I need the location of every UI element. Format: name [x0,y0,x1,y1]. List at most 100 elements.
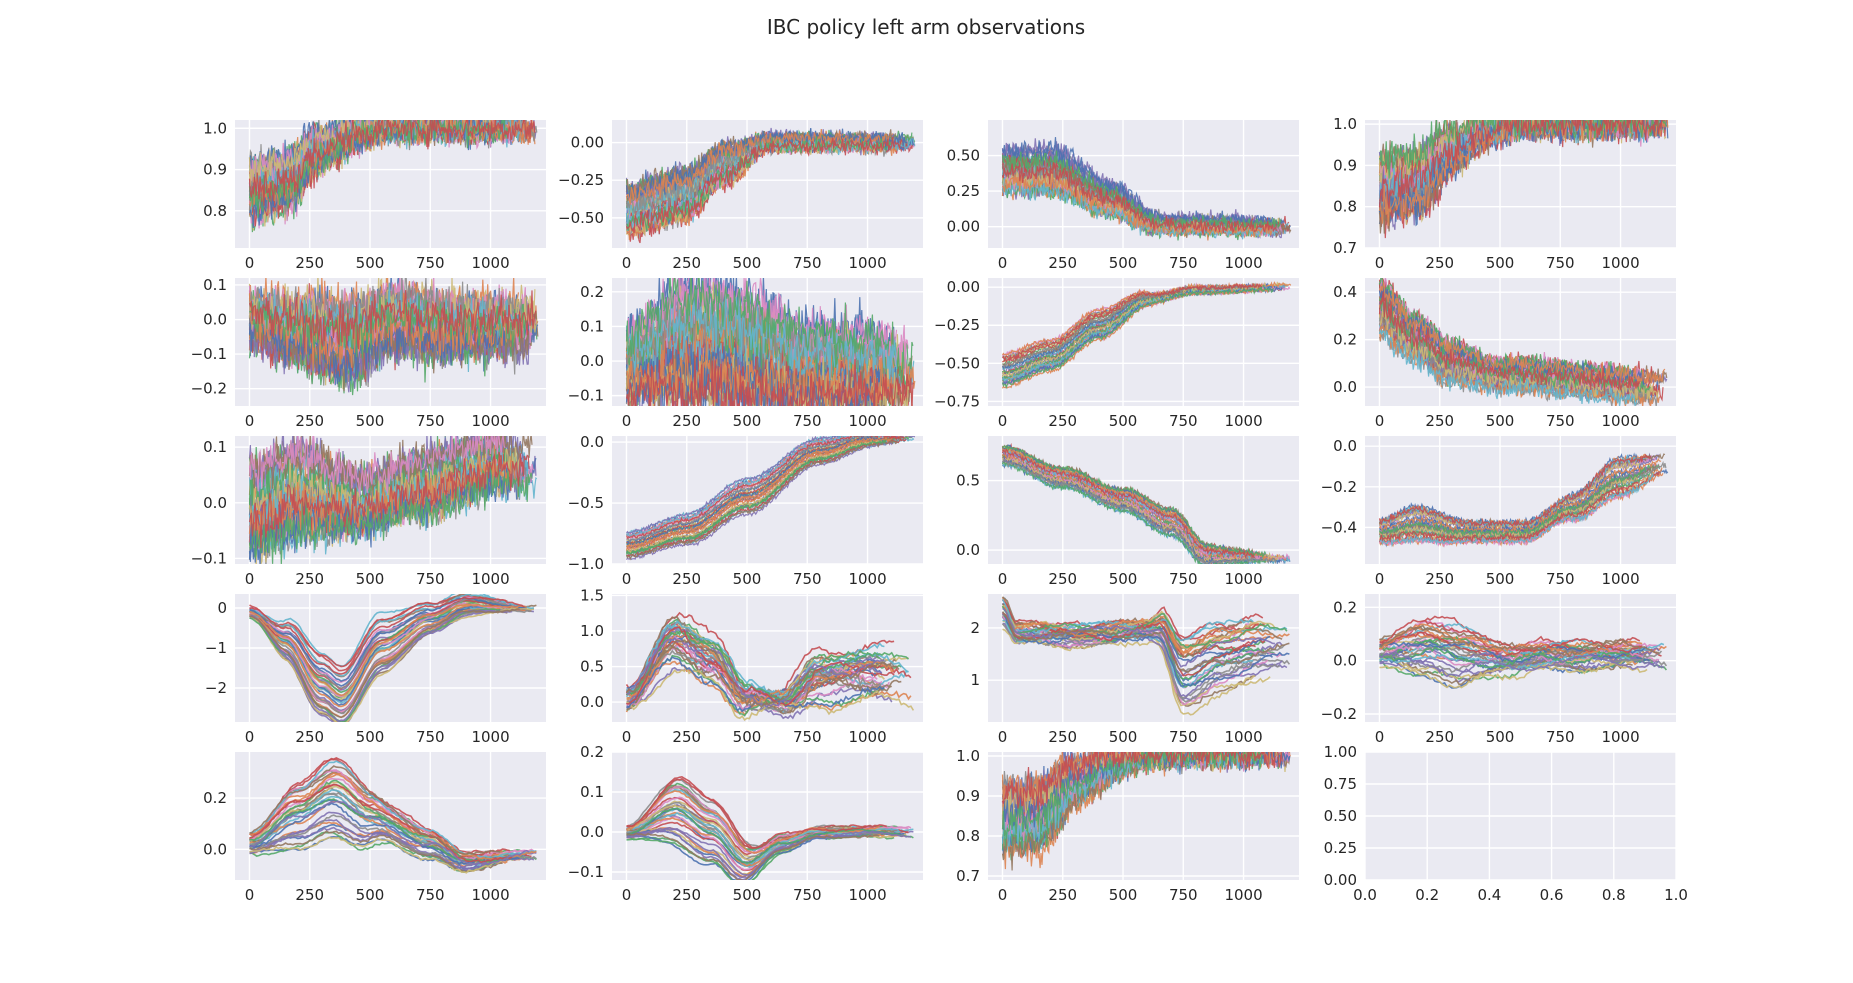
series-line [1001,598,1254,642]
y-tick-label: −0.1 [568,863,604,881]
y-tick-label: 0.8 [956,827,980,845]
x-tick-label: 1000 [1224,570,1262,588]
y-tick-label: 0.0 [203,840,227,858]
y-tick-label: −2 [205,679,227,697]
series-line [626,636,885,709]
y-tick-label: 0.1 [203,276,227,294]
x-tick-label: 1000 [1601,412,1639,430]
series-lines [625,127,916,244]
series-line [248,436,506,499]
x-tick-label: 1000 [848,254,886,272]
x-tick-label: 0 [622,254,632,272]
x-tick-label: 1000 [848,412,886,430]
series-lines [625,611,915,722]
x-tick-label: 1000 [1224,412,1262,430]
x-tick-label: 500 [356,570,385,588]
series-line [249,606,534,722]
subplot-19: 0 250 500 750 1000 0.7 0.8 0.9 1.0 [956,747,1299,904]
y-tick-label: 0.0 [1333,378,1357,396]
y-tick-label: 0.8 [1333,198,1357,216]
series-lines [626,775,914,880]
series-line [1001,611,1290,673]
y-tick-label: 1.0 [203,119,227,137]
series-line [249,779,513,863]
y-tick-label: −0.2 [191,380,227,398]
x-tick-label: 250 [295,570,324,588]
y-tick-label: 0.4 [1333,283,1357,301]
y-tick-label: 0.9 [956,787,980,805]
series-lines [248,120,538,233]
series-line [1379,657,1648,681]
y-tick-label: 0.75 [1324,775,1357,793]
x-tick-label: 750 [1169,728,1198,746]
subplot-20: 0.0 0.2 0.4 0.6 0.8 1.0 0.00 0.25 0.50 0.75 1.00 [1324,743,1688,904]
series-line [1002,282,1263,362]
y-tick-label: 0.7 [1333,239,1357,257]
series-line [1001,460,1267,564]
series-line [1378,453,1651,528]
y-tick-label: 0.5 [580,658,604,676]
x-tick-label: 250 [672,886,701,904]
series-line [1001,285,1274,390]
x-tick-label: 250 [672,570,701,588]
x-tick-label: 1000 [848,886,886,904]
series-line [1378,120,1664,209]
y-tick-label: 0.50 [947,147,980,165]
x-tick-label: 750 [1546,412,1575,430]
y-tick-label: 0.0 [956,541,980,559]
series-line [1378,457,1662,534]
x-tick-label: 250 [1425,412,1454,430]
series-line [1002,612,1256,677]
series-line [249,596,525,675]
y-tick-label: 0 [217,599,227,617]
y-tick-label: 0.25 [947,182,980,200]
x-tick-label: 500 [733,570,762,588]
x-tick-label: 750 [1546,254,1575,272]
series-line [1002,458,1278,564]
y-tick-label: 0.2 [580,743,604,761]
series-line [1379,460,1641,533]
subplot-15: 0 250 500 750 1000 1 2 [970,594,1299,746]
y-tick-label: 1.00 [1324,743,1357,761]
x-tick-label: 1000 [1224,728,1262,746]
series-line [248,451,530,548]
series-line [625,436,905,540]
series-line [249,783,513,864]
y-tick-label: 0.0 [580,433,604,451]
series-line [1002,606,1273,654]
y-tick-label: 0.1 [580,317,604,335]
series-line [626,828,912,879]
x-tick-label: 500 [733,886,762,904]
y-tick-label: 0.5 [956,472,980,490]
x-tick-label: 0 [245,886,255,904]
series-line [1001,752,1263,840]
series-line [1379,481,1639,543]
x-tick-label: 500 [356,728,385,746]
x-tick-label: 750 [1169,886,1198,904]
x-tick-label: 250 [1048,728,1077,746]
series-line [248,445,517,541]
x-tick-label: 500 [1486,254,1515,272]
x-tick-label: 500 [733,412,762,430]
subplot-6: 0 250 500 750 1000 −0.1 0.0 0.1 0.2 [568,278,923,430]
series-line [626,626,895,707]
x-tick-label: 1000 [1601,728,1639,746]
series-line [1002,445,1267,559]
x-tick-label: 250 [1048,254,1077,272]
series-line [625,137,902,234]
x-tick-label: 750 [416,412,445,430]
subplot-5: 0 250 500 750 1000 −0.2 −0.1 0.0 0.1 [191,276,546,430]
subplot-18: 0 250 500 750 1000 −0.1 0.0 0.1 0.2 [568,743,923,904]
x-tick-label: 0 [998,254,1008,272]
x-tick-label: 250 [1048,886,1077,904]
series-line [625,630,910,703]
y-tick-label: 0.2 [1333,598,1357,616]
x-tick-label: 0 [245,728,255,746]
series-lines [249,594,537,722]
y-tick-label: 1.0 [956,747,980,765]
series-line [249,603,527,697]
series-line [1379,624,1660,658]
y-tick-label: 0.7 [956,867,980,885]
x-tick-label: 0 [998,412,1008,430]
x-tick-label: 0 [622,886,632,904]
